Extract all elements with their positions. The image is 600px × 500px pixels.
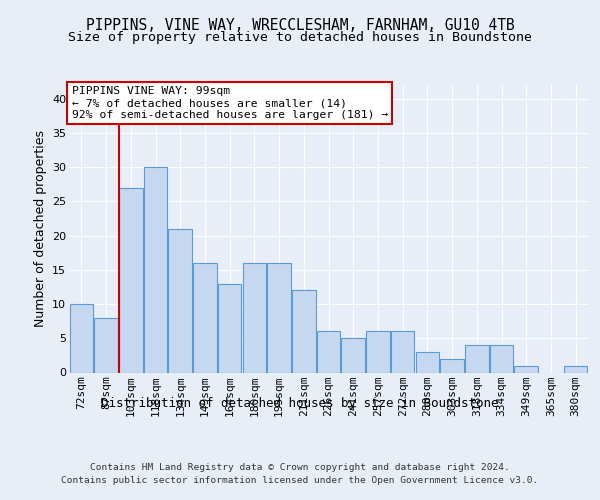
Bar [242,263,266,372]
Bar [70,304,93,372]
Text: Contains public sector information licensed under the Open Government Licence v3: Contains public sector information licen… [61,476,539,485]
Bar [490,345,513,372]
Text: Size of property relative to detached houses in Boundstone: Size of property relative to detached ho… [68,31,532,44]
Bar [94,318,118,372]
Bar [465,345,488,372]
Bar [119,188,143,372]
Bar [144,167,167,372]
Text: Distribution of detached houses by size in Boundstone: Distribution of detached houses by size … [101,398,499,410]
Bar [268,263,291,372]
Bar [317,332,340,372]
Bar [341,338,365,372]
Bar [292,290,316,372]
Text: Contains HM Land Registry data © Crown copyright and database right 2024.: Contains HM Land Registry data © Crown c… [90,462,510,471]
Bar [514,366,538,372]
Bar [440,359,464,372]
Bar [391,332,415,372]
Bar [416,352,439,372]
Bar [193,263,217,372]
Text: PIPPINS, VINE WAY, WRECCLESHAM, FARNHAM, GU10 4TB: PIPPINS, VINE WAY, WRECCLESHAM, FARNHAM,… [86,18,514,32]
Bar [218,284,241,372]
Bar [564,366,587,372]
Bar [366,332,389,372]
Y-axis label: Number of detached properties: Number of detached properties [34,130,47,327]
Text: PIPPINS VINE WAY: 99sqm
← 7% of detached houses are smaller (14)
92% of semi-det: PIPPINS VINE WAY: 99sqm ← 7% of detached… [71,86,388,120]
Bar [169,229,192,372]
